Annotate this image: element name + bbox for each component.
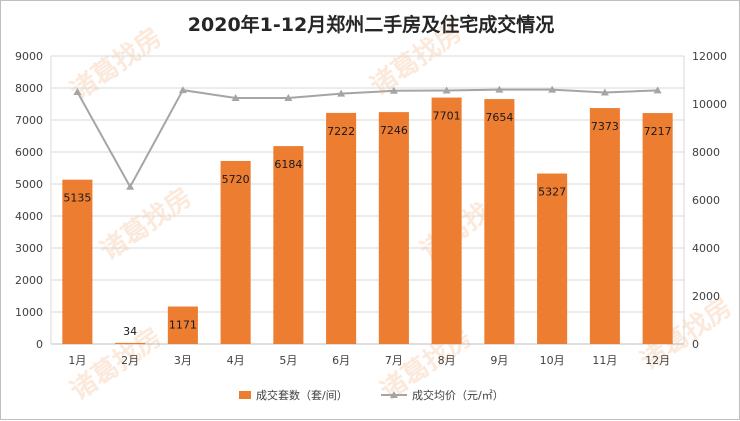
left-axis-tick-label: 8000	[15, 82, 43, 95]
right-axis-tick-label: 10000	[692, 98, 727, 111]
left-axis-tick-label: 7000	[15, 114, 43, 127]
bar	[589, 108, 620, 345]
bar-data-label: 7654	[485, 111, 513, 124]
bar	[62, 179, 93, 344]
x-axis-tick-label: 9月	[490, 354, 508, 367]
bar-data-label: 7217	[644, 125, 672, 138]
line-marker	[231, 94, 240, 101]
line-marker	[548, 85, 557, 93]
bar	[642, 113, 673, 344]
chart-title: 2020年1-12月郑州二手房及住宅成交情况	[188, 13, 554, 36]
x-axis-ticks: 1月 2月 3月 4月 5月 6月 7月 8月 9月 10月 11月 12月	[68, 354, 670, 367]
legend-marker-line	[390, 391, 398, 398]
bar-data-label: 6184	[274, 158, 302, 171]
left-axis-tick-label: 2000	[15, 274, 43, 287]
bar	[484, 99, 515, 345]
line-marker	[389, 86, 398, 94]
bar	[220, 160, 251, 344]
left-axis-tick-label: 1000	[15, 306, 43, 319]
bar-data-label: 7222	[327, 125, 355, 138]
bar-data-label: 7701	[433, 110, 461, 123]
gridlines	[50, 55, 685, 345]
x-axis-tick-label: 6月	[332, 354, 350, 367]
line-series	[73, 85, 662, 190]
x-axis-tick-label: 8月	[438, 354, 456, 367]
left-axis-tick-label: 3000	[15, 242, 43, 255]
left-axis-ticks: 0 1000 2000 3000 4000 5000 6000 7000 8000 9000	[15, 50, 43, 351]
legend-label-bar: 成交套数（套/间）	[256, 388, 348, 402]
watermark-text: 诸葛找房	[95, 182, 197, 266]
legend: 成交套数（套/间） 成交均价（元/㎡）	[239, 388, 504, 402]
x-axis-tick-label: 3月	[174, 354, 192, 367]
bar-data-label: 7373	[591, 120, 619, 133]
x-axis-tick-label: 2月	[121, 354, 139, 367]
legend-label-line: 成交均价（元/㎡）	[412, 388, 504, 402]
legend-swatch-bar	[239, 391, 251, 399]
left-axis-tick-label: 9000	[15, 50, 43, 63]
left-axis-tick-label: 6000	[15, 146, 43, 159]
line-path	[76, 88, 658, 189]
right-axis-ticks: 0 2000 4000 6000 8000 10000 12000	[692, 50, 727, 351]
right-axis-tick-label: 8000	[692, 146, 720, 159]
right-axis-tick-label: 12000	[692, 50, 727, 63]
right-axis-tick-label: 0	[692, 338, 699, 351]
line-marker	[653, 86, 662, 94]
x-axis-tick-label: 1月	[68, 354, 86, 367]
x-axis-tick-label: 5月	[279, 354, 297, 367]
x-axis-tick-label: 7月	[385, 354, 403, 367]
bar-data-label: 1171	[169, 319, 197, 332]
bar	[326, 112, 357, 345]
right-axis-tick-label: 2000	[692, 290, 720, 303]
line-marker	[126, 182, 135, 190]
bar-data-label: 5135	[63, 192, 91, 205]
left-axis-tick-label: 4000	[15, 210, 43, 223]
bar-data-label: 34	[123, 325, 137, 338]
bar-data-label: 5327	[538, 186, 566, 199]
bar-data-label: 7246	[380, 124, 408, 137]
bar	[378, 112, 409, 345]
bar	[273, 146, 304, 344]
bar	[537, 173, 568, 344]
x-axis-tick-label: 12月	[645, 354, 670, 367]
x-axis-tick-label: 10月	[540, 354, 565, 367]
x-axis-tick-label: 4月	[227, 354, 245, 367]
line-marker	[600, 88, 609, 96]
left-axis-tick-label: 5000	[15, 178, 43, 191]
bar-data-label: 5720	[222, 173, 250, 186]
bar-series: 5135 34 1171 5720 6184 7222 7246 7701 7654 5327 73…	[62, 97, 673, 345]
left-axis-tick-label: 0	[36, 338, 43, 351]
line-marker	[337, 89, 346, 97]
bar	[115, 342, 146, 344]
line-marker	[442, 86, 451, 94]
line-marker	[495, 85, 504, 93]
bar	[431, 97, 462, 345]
right-axis-tick-label: 6000	[692, 194, 720, 207]
line-marker	[284, 94, 293, 101]
line-marker	[73, 88, 82, 95]
right-axis-tick-label: 4000	[692, 242, 720, 255]
bar	[167, 306, 198, 344]
line-marker	[178, 86, 187, 94]
x-axis-tick-label: 11月	[592, 354, 617, 367]
